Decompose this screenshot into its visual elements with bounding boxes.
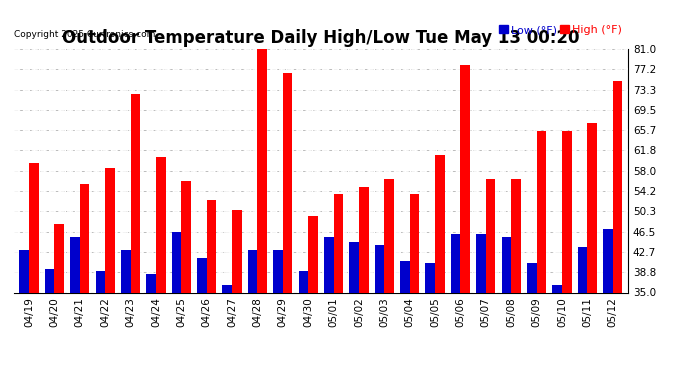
- Bar: [55, 224, 64, 375]
- Bar: [552, 285, 562, 375]
- Bar: [172, 231, 181, 375]
- Bar: [95, 271, 105, 375]
- Bar: [502, 237, 511, 375]
- Bar: [181, 181, 191, 375]
- Bar: [324, 237, 333, 375]
- Bar: [197, 258, 207, 375]
- Bar: [19, 250, 29, 375]
- Bar: [45, 268, 55, 375]
- Bar: [603, 229, 613, 375]
- Bar: [426, 263, 435, 375]
- Bar: [537, 131, 546, 375]
- Bar: [29, 163, 39, 375]
- Bar: [349, 242, 359, 375]
- Bar: [451, 234, 460, 375]
- Bar: [562, 131, 571, 375]
- Bar: [308, 216, 318, 375]
- Bar: [359, 186, 368, 375]
- Text: Copyright 2025 Curtronics.com: Copyright 2025 Curtronics.com: [14, 30, 155, 39]
- Bar: [613, 81, 622, 375]
- Bar: [333, 195, 343, 375]
- Bar: [232, 210, 241, 375]
- Bar: [257, 46, 267, 375]
- Bar: [486, 178, 495, 375]
- Bar: [283, 73, 293, 375]
- Bar: [384, 178, 394, 375]
- Bar: [375, 245, 384, 375]
- Bar: [70, 237, 80, 375]
- Legend: Low (°F), High (°F): Low (°F), High (°F): [499, 25, 622, 35]
- Bar: [273, 250, 283, 375]
- Bar: [248, 250, 257, 375]
- Bar: [80, 184, 90, 375]
- Bar: [511, 178, 521, 375]
- Bar: [121, 250, 130, 375]
- Bar: [578, 248, 587, 375]
- Bar: [400, 261, 410, 375]
- Bar: [460, 64, 470, 375]
- Bar: [207, 200, 216, 375]
- Bar: [130, 94, 140, 375]
- Bar: [299, 271, 308, 375]
- Bar: [410, 195, 420, 375]
- Bar: [222, 285, 232, 375]
- Bar: [105, 168, 115, 375]
- Bar: [156, 158, 166, 375]
- Bar: [146, 274, 156, 375]
- Bar: [476, 234, 486, 375]
- Bar: [527, 263, 537, 375]
- Bar: [587, 123, 597, 375]
- Title: Outdoor Temperature Daily High/Low Tue May 13 00:20: Outdoor Temperature Daily High/Low Tue M…: [62, 29, 580, 47]
- Bar: [435, 155, 444, 375]
